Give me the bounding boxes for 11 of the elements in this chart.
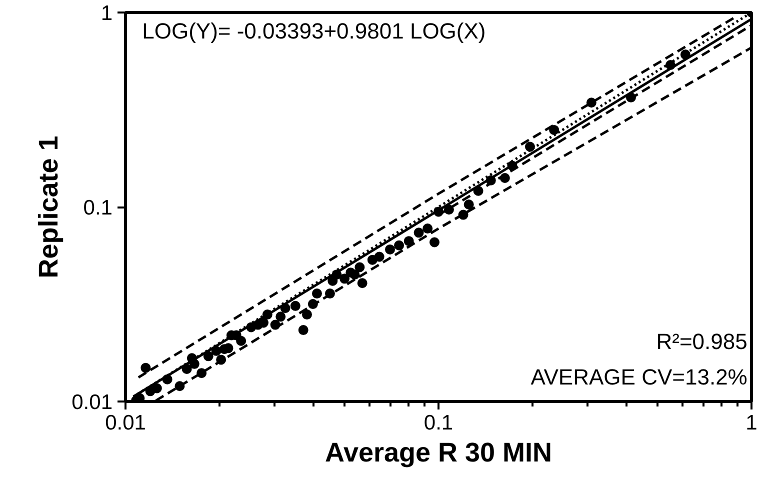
y-tick-label: 0.01 bbox=[72, 391, 113, 414]
y-tick-label: 1 bbox=[100, 2, 113, 25]
x-axis-title: Average R 30 MIN bbox=[324, 438, 552, 468]
annotation: R²=0.985 bbox=[656, 329, 748, 354]
annotation: AVERAGE CV=13.2% bbox=[530, 364, 748, 390]
x-tick-label: 1 bbox=[746, 412, 758, 434]
y-tick-label: 0.1 bbox=[83, 196, 113, 220]
x-tick-label: 0.1 bbox=[424, 412, 454, 434]
y-axis-title: Replicate 1 bbox=[34, 136, 64, 278]
annotation: LOG(Y)= -0.03393+0.9801 LOG(X) bbox=[142, 18, 486, 44]
x-tick-label: 0.01 bbox=[105, 412, 146, 434]
